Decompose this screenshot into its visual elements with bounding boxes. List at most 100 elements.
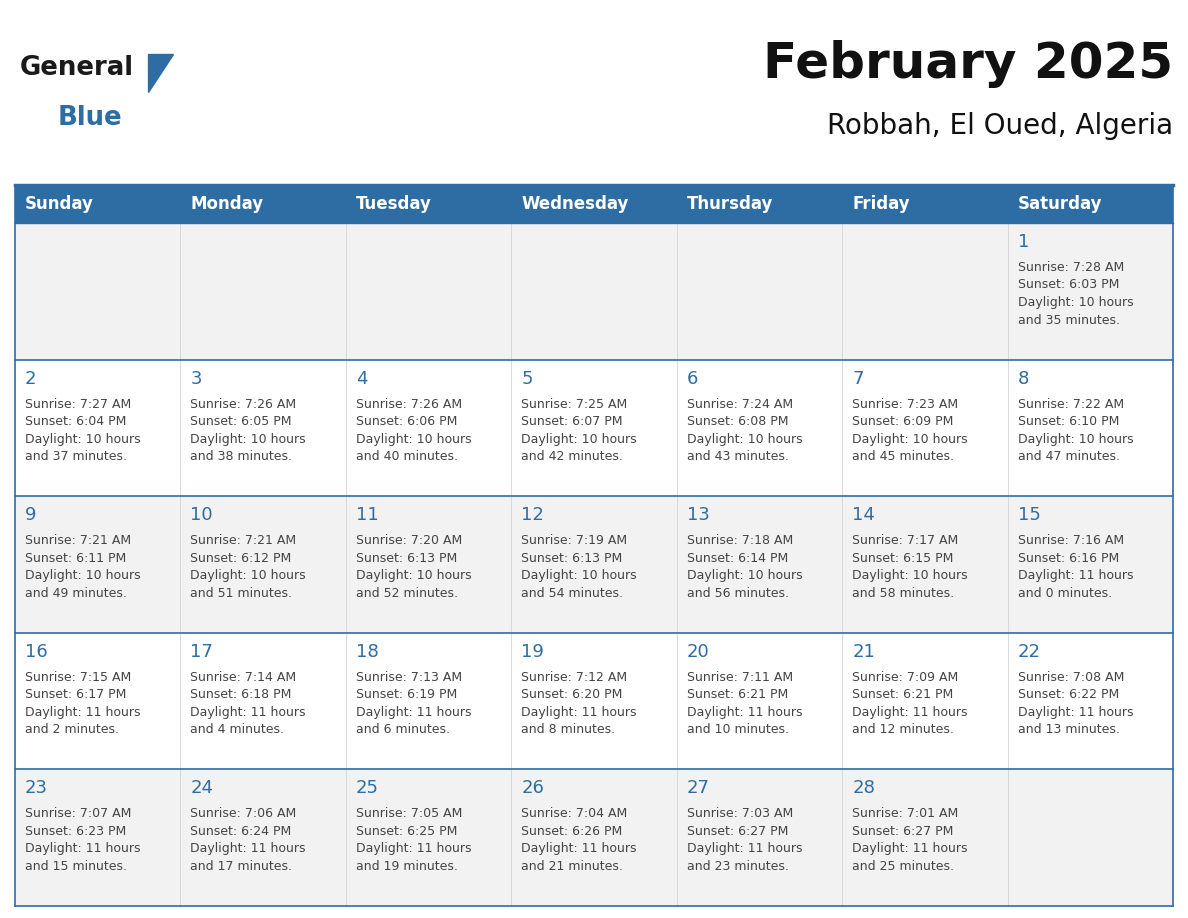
Text: Sunrise: 7:18 AM: Sunrise: 7:18 AM [687, 534, 792, 547]
Text: 14: 14 [852, 506, 876, 524]
Text: Sunset: 6:04 PM: Sunset: 6:04 PM [25, 415, 126, 428]
Bar [15, 223, 181, 360]
Text: 17: 17 [190, 643, 214, 661]
Polygon shape [148, 54, 172, 92]
Text: Sunrise: 7:28 AM: Sunrise: 7:28 AM [1018, 261, 1124, 274]
Text: and 0 minutes.: and 0 minutes. [1018, 587, 1112, 599]
Text: and 38 minutes.: and 38 minutes. [190, 450, 292, 463]
Text: Daylight: 10 hours: Daylight: 10 hours [687, 432, 802, 445]
Bar [677, 185, 842, 223]
Text: Sunset: 6:09 PM: Sunset: 6:09 PM [852, 415, 954, 428]
Bar [1007, 223, 1173, 360]
Bar [346, 360, 511, 497]
Text: Sunset: 6:14 PM: Sunset: 6:14 PM [687, 552, 788, 565]
Text: 10: 10 [190, 506, 213, 524]
Text: Sunrise: 7:07 AM: Sunrise: 7:07 AM [25, 808, 132, 821]
Text: 24: 24 [190, 779, 214, 798]
Text: Sunrise: 7:20 AM: Sunrise: 7:20 AM [356, 534, 462, 547]
Bar [15, 360, 181, 497]
Text: Sunset: 6:21 PM: Sunset: 6:21 PM [852, 688, 954, 701]
Text: Sunset: 6:21 PM: Sunset: 6:21 PM [687, 688, 788, 701]
Text: Daylight: 10 hours: Daylight: 10 hours [522, 569, 637, 582]
Text: 7: 7 [852, 370, 864, 387]
Bar [181, 223, 346, 360]
Bar [677, 360, 842, 497]
Text: Sunset: 6:20 PM: Sunset: 6:20 PM [522, 688, 623, 701]
Text: Daylight: 10 hours: Daylight: 10 hours [687, 569, 802, 582]
Text: Blue: Blue [58, 105, 122, 131]
Text: and 15 minutes.: and 15 minutes. [25, 860, 127, 873]
Text: and 45 minutes.: and 45 minutes. [852, 450, 954, 463]
Text: Sunset: 6:22 PM: Sunset: 6:22 PM [1018, 688, 1119, 701]
Text: and 43 minutes.: and 43 minutes. [687, 450, 789, 463]
Text: 2: 2 [25, 370, 37, 387]
Text: Sunset: 6:13 PM: Sunset: 6:13 PM [522, 552, 623, 565]
Text: and 58 minutes.: and 58 minutes. [852, 587, 954, 599]
Text: Sunrise: 7:05 AM: Sunrise: 7:05 AM [356, 808, 462, 821]
Text: Sunrise: 7:04 AM: Sunrise: 7:04 AM [522, 808, 627, 821]
Text: Daylight: 10 hours: Daylight: 10 hours [1018, 296, 1133, 309]
Text: Sunrise: 7:11 AM: Sunrise: 7:11 AM [687, 671, 792, 684]
Bar [511, 223, 677, 360]
Text: Daylight: 10 hours: Daylight: 10 hours [852, 569, 968, 582]
Bar [181, 769, 346, 906]
Text: Sunrise: 7:26 AM: Sunrise: 7:26 AM [190, 397, 297, 410]
Text: Sunrise: 7:15 AM: Sunrise: 7:15 AM [25, 671, 131, 684]
Text: Sunset: 6:08 PM: Sunset: 6:08 PM [687, 415, 788, 428]
Text: Daylight: 11 hours: Daylight: 11 hours [522, 843, 637, 856]
Text: 20: 20 [687, 643, 709, 661]
Bar [511, 633, 677, 769]
Bar [346, 769, 511, 906]
Text: and 49 minutes.: and 49 minutes. [25, 587, 127, 599]
Text: Friday: Friday [852, 195, 910, 213]
Text: Sunset: 6:19 PM: Sunset: 6:19 PM [356, 688, 457, 701]
Text: and 6 minutes.: and 6 minutes. [356, 723, 450, 736]
Text: Sunrise: 7:23 AM: Sunrise: 7:23 AM [852, 397, 959, 410]
Text: Robbah, El Oued, Algeria: Robbah, El Oued, Algeria [827, 112, 1173, 140]
Bar [15, 185, 181, 223]
Bar [511, 497, 677, 633]
Bar [1007, 769, 1173, 906]
Text: 3: 3 [190, 370, 202, 387]
Bar [1007, 497, 1173, 633]
Text: Daylight: 11 hours: Daylight: 11 hours [1018, 569, 1133, 582]
Text: Sunset: 6:11 PM: Sunset: 6:11 PM [25, 552, 126, 565]
Text: Sunrise: 7:14 AM: Sunrise: 7:14 AM [190, 671, 297, 684]
Text: Daylight: 11 hours: Daylight: 11 hours [687, 843, 802, 856]
Text: Monday: Monday [190, 195, 264, 213]
Text: 25: 25 [356, 779, 379, 798]
Text: and 40 minutes.: and 40 minutes. [356, 450, 457, 463]
Text: 5: 5 [522, 370, 532, 387]
Text: and 52 minutes.: and 52 minutes. [356, 587, 457, 599]
Text: Sunset: 6:18 PM: Sunset: 6:18 PM [190, 688, 292, 701]
Text: 19: 19 [522, 643, 544, 661]
Text: and 10 minutes.: and 10 minutes. [687, 723, 789, 736]
Text: Sunrise: 7:09 AM: Sunrise: 7:09 AM [852, 671, 959, 684]
Text: Sunrise: 7:17 AM: Sunrise: 7:17 AM [852, 534, 959, 547]
Text: and 25 minutes.: and 25 minutes. [852, 860, 954, 873]
Text: Sunset: 6:27 PM: Sunset: 6:27 PM [687, 825, 788, 838]
Text: General: General [20, 55, 134, 81]
Bar [181, 633, 346, 769]
Text: and 12 minutes.: and 12 minutes. [852, 723, 954, 736]
Text: 11: 11 [356, 506, 379, 524]
Text: Sunset: 6:05 PM: Sunset: 6:05 PM [190, 415, 292, 428]
Bar [842, 223, 1007, 360]
Text: and 47 minutes.: and 47 minutes. [1018, 450, 1119, 463]
Text: Sunset: 6:23 PM: Sunset: 6:23 PM [25, 825, 126, 838]
Text: 6: 6 [687, 370, 699, 387]
Bar [1007, 633, 1173, 769]
Text: and 4 minutes.: and 4 minutes. [190, 723, 284, 736]
Text: Daylight: 11 hours: Daylight: 11 hours [852, 843, 968, 856]
Text: Sunrise: 7:08 AM: Sunrise: 7:08 AM [1018, 671, 1124, 684]
Text: 12: 12 [522, 506, 544, 524]
Bar [677, 497, 842, 633]
Text: 15: 15 [1018, 506, 1041, 524]
Text: 8: 8 [1018, 370, 1029, 387]
Text: and 54 minutes.: and 54 minutes. [522, 587, 624, 599]
Text: Sunrise: 7:25 AM: Sunrise: 7:25 AM [522, 397, 627, 410]
Bar [677, 633, 842, 769]
Text: Sunset: 6:12 PM: Sunset: 6:12 PM [190, 552, 292, 565]
Text: Daylight: 11 hours: Daylight: 11 hours [1018, 706, 1133, 719]
Text: Wednesday: Wednesday [522, 195, 628, 213]
